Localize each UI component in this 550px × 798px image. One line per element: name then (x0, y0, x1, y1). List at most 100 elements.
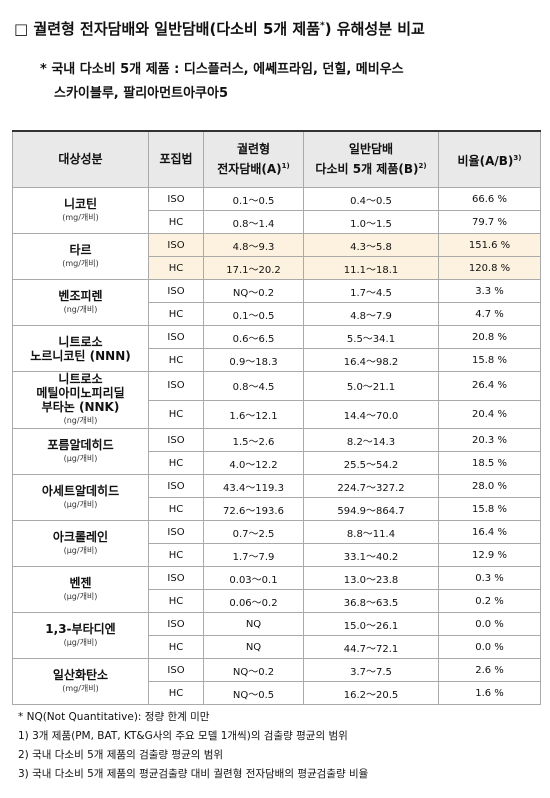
cell: ISO (148, 520, 204, 544)
data-row: 타르 (mg/개비) ISO 4.8～9.3 4.3～5.8 151.6 % (12, 233, 541, 280)
component-unit: (mg/개비) (62, 258, 99, 268)
header-row: 대상성분 포집법 궐련형 전자담배(A)1) 일반담배 다소비 5개 제품(B)2) 비율(… (12, 130, 541, 188)
cell: HC (148, 681, 204, 705)
cell: 17.1～20.2 (203, 256, 304, 280)
cell: 0.4～0.5 (303, 187, 439, 211)
cell: 20.8 % (438, 325, 541, 349)
title-marker: □ (14, 20, 29, 38)
table: 대상성분 포집법 궐련형 전자담배(A)1) 일반담배 다소비 5개 제품(B)2) 비율(… (12, 130, 541, 705)
header-line: 비율(A/B)3) (439, 150, 540, 170)
data-row: 벤젠 (μg/개비) ISO 0.03～0.1 13.0～23.8 0.3 % (12, 566, 541, 613)
cell: 18.5 % (438, 451, 541, 475)
cell: 36.8～63.5 (303, 589, 439, 613)
header-line: 궐련형 (204, 141, 303, 158)
cell: 11.1～18.1 (303, 256, 439, 280)
cell: 13.0～23.8 (303, 566, 439, 590)
cell: 0.1～0.5 (203, 187, 304, 211)
header-line: 일반담배 (304, 141, 438, 158)
component-cell: 벤젠 (μg/개비) (12, 566, 149, 613)
data-row: 일산화탄소 (mg/개비) ISO NQ～0.2 3.7～7.5 2.6 % (12, 658, 541, 705)
footnote: 1) 3개 제품(PM, BAT, KT&G사의 주요 모델 1개씩)의 검출량… (18, 730, 348, 742)
component-name: 니코틴 (63, 196, 98, 211)
footnote: 2) 국내 다소비 5개 제품의 검출량 평균의 범위 (18, 749, 224, 761)
cell: HC (148, 497, 204, 521)
cell: 0.03～0.1 (203, 566, 304, 590)
component-name: 벤조피렌 (58, 288, 103, 303)
component-unit: (μg/개비) (63, 637, 98, 647)
subtitle: * 국내 다소비 5개 제품 : 디스플러스, 에쎄프라임, 던힐, 메비우스 … (40, 58, 404, 106)
component-name: 아크롤레인 (52, 529, 109, 544)
cell: 0.2 % (438, 589, 541, 613)
data-row: HC NQ 44.7～72.1 0.0 % (13, 635, 541, 659)
cell: ISO (148, 325, 204, 349)
cell: NQ～0.2 (203, 279, 304, 303)
cell: 1.0～1.5 (303, 210, 439, 234)
cell: 26.4 % (438, 371, 541, 401)
header-text: 궐련형 (236, 142, 271, 156)
component-cell: 타르 (mg/개비) (12, 233, 149, 280)
cell: 5.5～34.1 (303, 325, 439, 349)
cell: ISO (148, 612, 204, 636)
cell: 3.7～7.5 (303, 658, 439, 682)
data-row: 1,3-부타디엔 (μg/개비) ISO NQ 15.0～26.1 0.0 % (12, 612, 541, 659)
header-cell: 궐련형 전자담배(A)1) (203, 130, 304, 188)
header-cell: 비율(A/B)3) (438, 130, 541, 188)
component-unit: (ng/개비) (63, 416, 98, 425)
cell: 8.2～14.3 (303, 428, 439, 452)
cell: 4.3～5.8 (303, 233, 439, 257)
cell: HC (148, 543, 204, 567)
cell: 16.4～98.2 (303, 348, 439, 372)
component-unit: (μg/개비) (63, 453, 98, 463)
header-line: 포집법 (149, 151, 203, 168)
cell: 1.5～2.6 (203, 428, 304, 452)
component-cell: 1,3-부타디엔 (μg/개비) (12, 612, 149, 659)
data-row: HC 0.06～0.2 36.8～63.5 0.2 % (13, 589, 541, 613)
cell: ISO (148, 279, 204, 303)
component-cell: 일산화탄소 (mg/개비) (12, 658, 149, 705)
data-row: 아크롤레인 (μg/개비) ISO 0.7～2.5 8.8～11.4 16.4 % (12, 520, 541, 567)
cell: HC (148, 302, 204, 326)
title-star: * (320, 21, 325, 31)
component-name: 1,3-부타디엔 (45, 621, 116, 636)
cell: 15.0～26.1 (303, 612, 439, 636)
data-row: HC NQ～0.5 16.2～20.5 1.6 % (13, 681, 541, 705)
header-text: 일반담배 (348, 142, 394, 156)
data-row: 아세트알데히드 (μg/개비) ISO 43.4～119.3 224.7～327.2 28… (12, 474, 541, 521)
component-unit: (mg/개비) (62, 683, 99, 693)
cell: ISO (148, 566, 204, 590)
footnotes: * NQ(Not Quantitative): 정량 한계 미만 1) 3개 제품… (18, 708, 368, 784)
cell: 16.2～20.5 (303, 681, 439, 705)
cell: 12.9 % (438, 543, 541, 567)
cell: NQ～0.5 (203, 681, 304, 705)
data-row: 벤조피렌 (ng/개비) ISO NQ～0.2 1.7～4.5 3.3 % (12, 279, 541, 326)
cell: 33.1～40.2 (303, 543, 439, 567)
header-cell: 대상성분 (12, 130, 149, 188)
cell: 4.8～9.3 (203, 233, 304, 257)
header-cell: 일반담배 다소비 5개 제품(B)2) (303, 130, 439, 188)
cell: HC (148, 256, 204, 280)
cell: 72.6～193.6 (203, 497, 304, 521)
header-cell: 포집법 (148, 130, 204, 188)
component-cell: 니트로소 메틸아미노피리딜 부타논 (NNK) (ng/개비) (12, 371, 149, 429)
component-name: 노르니코틴 (NNN) (30, 348, 131, 363)
component-name: 메틸아미노피리딜 (36, 386, 125, 400)
header-text: 비율(A/B) (457, 153, 514, 168)
header-line: 대상성분 (13, 151, 148, 168)
title-rest: ) 유해성분 비교 (324, 20, 425, 38)
cell: 66.6 % (438, 187, 541, 211)
cell: 5.0～21.1 (303, 371, 439, 401)
header-note: 3) (513, 153, 522, 162)
cell: ISO (148, 428, 204, 452)
cell: HC (148, 348, 204, 372)
cell: 0.3 % (438, 566, 541, 590)
header-text: 대상성분 (58, 152, 103, 166)
cell: ISO (148, 233, 204, 257)
component-name: 니트로소 (58, 334, 103, 349)
component-cell: 벤조피렌 (ng/개비) (12, 279, 149, 326)
cell: 8.8～11.4 (303, 520, 439, 544)
data-row: 포름알데히드 (μg/개비) ISO 1.5～2.6 8.2～14.3 20.3 % (12, 428, 541, 475)
data-row: HC 1.6～12.1 14.4～70.0 20.4 % (13, 399, 541, 429)
cell: NQ～0.2 (203, 658, 304, 682)
data-row: HC 0.9～18.3 16.4～98.2 15.8 % (13, 348, 541, 372)
component-cell: 포름알데히드 (μg/개비) (12, 428, 149, 475)
